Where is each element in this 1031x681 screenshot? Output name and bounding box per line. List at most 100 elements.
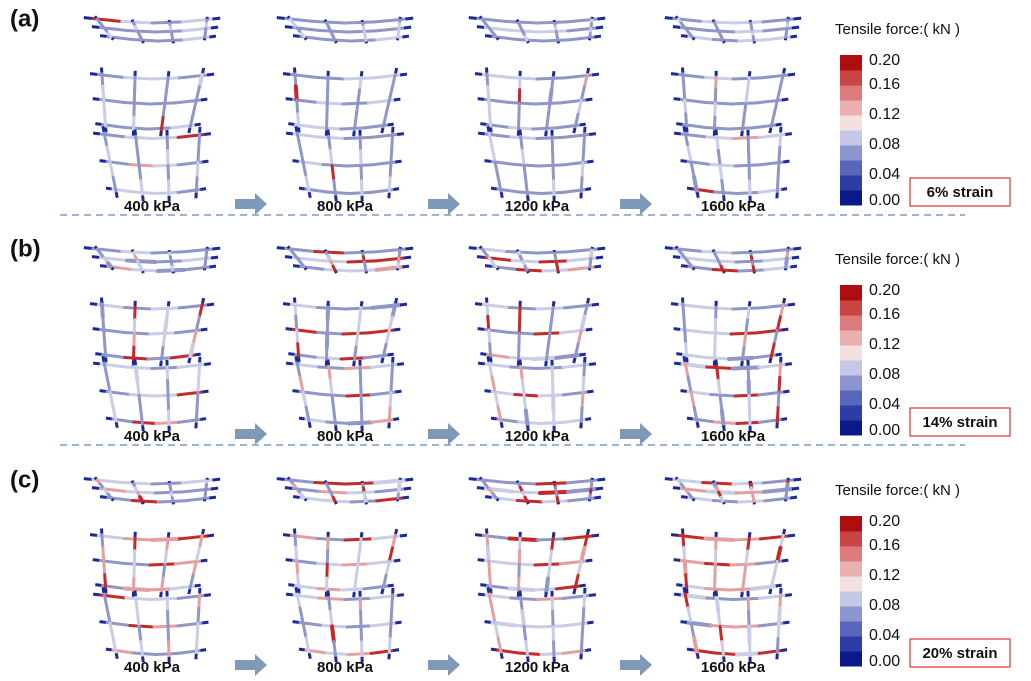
grid-bar <box>349 422 371 423</box>
bar-end <box>776 124 782 125</box>
grid-bar <box>295 303 296 317</box>
bar-end <box>93 329 99 330</box>
grid-bar <box>711 625 735 626</box>
bar-end <box>794 479 802 480</box>
grid-bar <box>778 624 779 639</box>
grid-bar <box>341 358 364 359</box>
grid-bar <box>537 22 567 23</box>
grid-bar <box>584 362 585 377</box>
bar-end <box>100 391 106 392</box>
bar-end <box>211 27 218 28</box>
bar-end <box>112 268 113 270</box>
grid-bar <box>141 641 143 656</box>
bar-end <box>406 479 414 480</box>
grid-bar <box>156 422 178 423</box>
grid-bar <box>389 548 392 562</box>
bar-end <box>84 18 92 19</box>
pressure-label: 1600 kPa <box>701 198 766 215</box>
grid-bar <box>686 114 687 128</box>
grid-bar <box>152 137 178 138</box>
grid-bar <box>779 608 780 623</box>
bar-end <box>404 257 411 258</box>
grid-bar <box>488 86 489 100</box>
bar-end <box>393 189 399 190</box>
bar-end <box>785 134 792 135</box>
bar-end <box>201 99 207 100</box>
grid-bar <box>489 561 490 575</box>
grid-bar <box>196 639 197 654</box>
grid-bar <box>332 165 334 180</box>
grid-bar <box>107 147 110 162</box>
bar-end <box>112 38 113 40</box>
bar-end <box>592 304 599 305</box>
grid-bar <box>535 333 560 334</box>
colorbar-segment <box>840 85 862 101</box>
bar-end <box>783 161 789 162</box>
bar-end <box>673 488 680 489</box>
bar-end <box>480 585 486 586</box>
bar-end <box>402 266 409 267</box>
bar-end <box>676 477 677 479</box>
bar-end <box>684 356 685 362</box>
grid-bar <box>550 320 552 334</box>
bar-end <box>674 594 681 595</box>
grid-bar <box>296 86 297 100</box>
bar-end <box>792 488 799 489</box>
grid-bar <box>685 330 686 344</box>
grid-bar <box>684 86 685 100</box>
bar-end <box>589 134 596 135</box>
bar-end <box>687 188 693 189</box>
bar-end <box>580 354 586 355</box>
grid-bar <box>126 367 152 368</box>
bar-end <box>92 488 99 489</box>
grid-bar <box>731 103 756 104</box>
bar-end <box>475 74 482 75</box>
grid-bar <box>537 598 563 599</box>
bar-end <box>209 36 216 37</box>
grid-bar <box>746 320 748 334</box>
bar-end <box>168 301 169 306</box>
grid-bar <box>196 548 199 562</box>
grid-bar <box>345 252 375 253</box>
bar-end <box>100 161 106 162</box>
grid-bar <box>522 380 524 395</box>
grid-bar <box>137 380 139 395</box>
bar-end <box>116 422 117 428</box>
grid-bar <box>319 367 345 368</box>
colorbar-segment <box>840 345 862 361</box>
grid-bar <box>495 162 498 177</box>
bar-end <box>286 560 292 561</box>
bar-end <box>681 622 687 623</box>
grid-bar <box>582 393 583 408</box>
grid-bar <box>718 150 720 165</box>
colorbar-segment <box>840 546 862 562</box>
bar-end <box>491 649 497 650</box>
grid-bar <box>351 40 377 41</box>
bar-end <box>781 189 787 190</box>
bar-end <box>587 391 593 392</box>
grid-bar <box>354 347 356 361</box>
bar-end <box>325 250 326 252</box>
colorbar-segment <box>840 576 862 592</box>
grid-bar <box>706 127 729 128</box>
grid-bar <box>320 260 348 261</box>
bar-end <box>204 595 211 596</box>
bar-end <box>673 257 680 258</box>
bar-end <box>475 304 482 305</box>
bar-end <box>293 266 300 267</box>
grid-bar <box>345 539 373 540</box>
grid-bar <box>581 639 582 654</box>
colorbar-title: Tensile force:( kN ) <box>835 482 960 499</box>
grid-bar <box>141 180 143 195</box>
grid-bar <box>134 653 156 654</box>
colorbar-tick-label: 0.00 <box>869 192 900 209</box>
grid-bar <box>365 498 366 503</box>
bar-end <box>354 592 355 597</box>
grid-bar <box>590 495 591 500</box>
bar-end <box>478 133 485 134</box>
grid-bar <box>526 410 528 425</box>
grid-bar <box>557 267 558 272</box>
grid-bar <box>102 73 103 87</box>
bar-end <box>293 36 300 37</box>
